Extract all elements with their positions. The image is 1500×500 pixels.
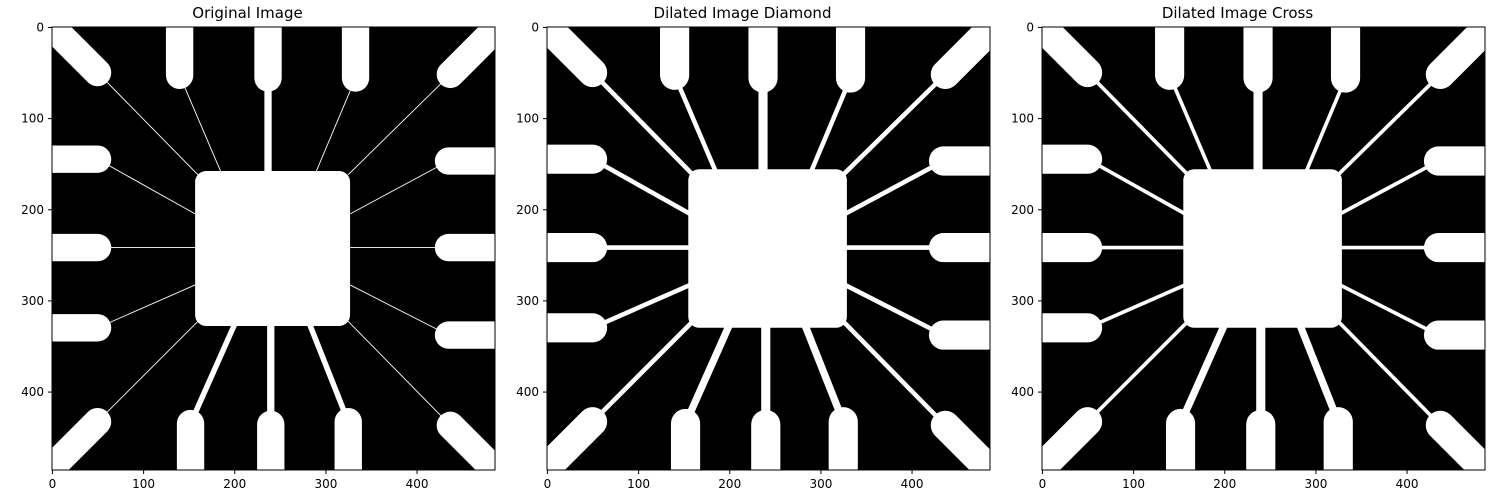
circuit-trace (681, 321, 733, 428)
plot-frame (51, 26, 496, 471)
x-tick-label: 100 (627, 477, 650, 491)
circuit-trace (349, 284, 449, 336)
y-tick-label: 400 (516, 385, 539, 399)
circuit-pad (1425, 27, 1485, 89)
circuit-pad (547, 407, 608, 470)
x-tick-label: 0 (1039, 477, 1047, 491)
panel-dilated-cross: Dilated Image Cross 0 100 200 300 400 0 100 200… (990, 0, 1486, 500)
x-tick-label: 0 (49, 477, 57, 491)
circuit-pad (547, 27, 608, 88)
circuit-pad (1042, 407, 1103, 470)
circuit-trace (179, 74, 226, 183)
x-tick-label: 200 (718, 477, 741, 491)
y-tick-label: 100 (1011, 112, 1034, 126)
y-tick-label: 400 (1011, 385, 1034, 399)
image-plot-original: 0 100 200 300 400 0 100 200 300 400 (21, 20, 496, 491)
chip-die (688, 169, 847, 328)
circuit-trace (1085, 70, 1190, 177)
circuit-pad (930, 27, 990, 89)
circuit-trace (97, 284, 196, 329)
chip-die (1183, 169, 1342, 328)
circuit-trace (590, 319, 696, 424)
plot-frame (1041, 26, 1486, 471)
circuit-trace (590, 156, 693, 217)
circuit-trace (842, 282, 946, 338)
y-tick-label: 300 (1011, 294, 1034, 308)
image-plot-dilated-diamond: 0 100 200 300 400 0 100 200 300 400 (516, 20, 991, 491)
y-tick-label: 0 (36, 20, 44, 34)
circuit-pad (930, 410, 990, 470)
x-tick-label: 100 (132, 477, 155, 491)
circuit-trace (97, 320, 199, 423)
circuit-trace (349, 160, 449, 215)
y-tick-label: 100 (516, 112, 539, 126)
x-tick-label: 400 (901, 477, 924, 491)
plot-frame (546, 26, 991, 471)
x-tick-label: 300 (1304, 477, 1327, 491)
y-tick-label: 200 (516, 203, 539, 217)
x-tick-label: 0 (544, 477, 552, 491)
image-content (52, 27, 495, 470)
circuit-trace (347, 73, 451, 176)
circuit-pad (1425, 410, 1485, 470)
panel-dilated-diamond: Dilated Image Diamond 0 100 200 300 400 0 100 2… (495, 0, 991, 500)
circuit-trace (840, 72, 948, 177)
image-content (1042, 27, 1485, 470)
circuit-trace (590, 70, 696, 177)
panel-title: Original Image (192, 4, 303, 22)
circuit-trace (347, 320, 451, 426)
circuit-trace (1338, 283, 1441, 337)
circuit-trace (804, 75, 853, 185)
circuit-pad (436, 411, 495, 470)
circuit-pad (52, 27, 112, 87)
circuit-trace (1336, 319, 1443, 428)
circuit-trace (307, 322, 351, 425)
image-content (547, 27, 990, 470)
circuit-trace (1085, 283, 1187, 330)
circuit-trace (97, 158, 196, 215)
x-tick-label: 100 (1122, 477, 1145, 491)
y-tick-label: 0 (1026, 20, 1034, 34)
circuit-trace (590, 282, 693, 331)
y-tick-label: 200 (21, 203, 44, 217)
circuit-trace (1167, 73, 1218, 184)
panel-original: Original Image 0 100 200 300 400 0 100 200 300 40… (0, 0, 496, 500)
circuit-pad (52, 408, 112, 470)
y-tick-label: 300 (516, 294, 539, 308)
circuit-trace (1336, 72, 1443, 177)
circuit-pad (1042, 27, 1103, 88)
x-tick-label: 300 (809, 477, 832, 491)
chip-die (195, 171, 351, 326)
y-tick-label: 300 (21, 294, 44, 308)
panel-title: Dilated Image Cross (1161, 4, 1314, 22)
circuit-trace (187, 322, 238, 427)
circuit-trace (97, 72, 199, 176)
circuit-trace (1338, 159, 1441, 216)
y-tick-label: 400 (21, 385, 44, 399)
x-tick-label: 400 (1396, 477, 1419, 491)
circuit-trace (1085, 157, 1187, 216)
circuit-trace (840, 319, 948, 428)
circuit-trace (1299, 76, 1348, 184)
x-tick-label: 200 (223, 477, 246, 491)
x-tick-label: 300 (314, 477, 337, 491)
x-tick-label: 400 (406, 477, 429, 491)
circuit-trace (311, 77, 356, 183)
circuit-trace (672, 73, 723, 185)
circuit-trace (801, 321, 847, 426)
circuit-trace (1085, 319, 1190, 424)
panel-title: Dilated Image Diamond (653, 4, 832, 22)
circuit-pad (436, 27, 495, 89)
y-tick-label: 100 (21, 112, 44, 126)
y-tick-label: 200 (1011, 203, 1034, 217)
image-plot-dilated-cross: 0 100 200 300 400 0 100 200 300 400 (1011, 20, 1486, 491)
y-tick-label: 0 (531, 20, 539, 34)
circuit-trace (1296, 321, 1342, 426)
circuit-trace (842, 158, 946, 217)
x-tick-label: 200 (1213, 477, 1236, 491)
circuit-trace (1176, 321, 1228, 428)
